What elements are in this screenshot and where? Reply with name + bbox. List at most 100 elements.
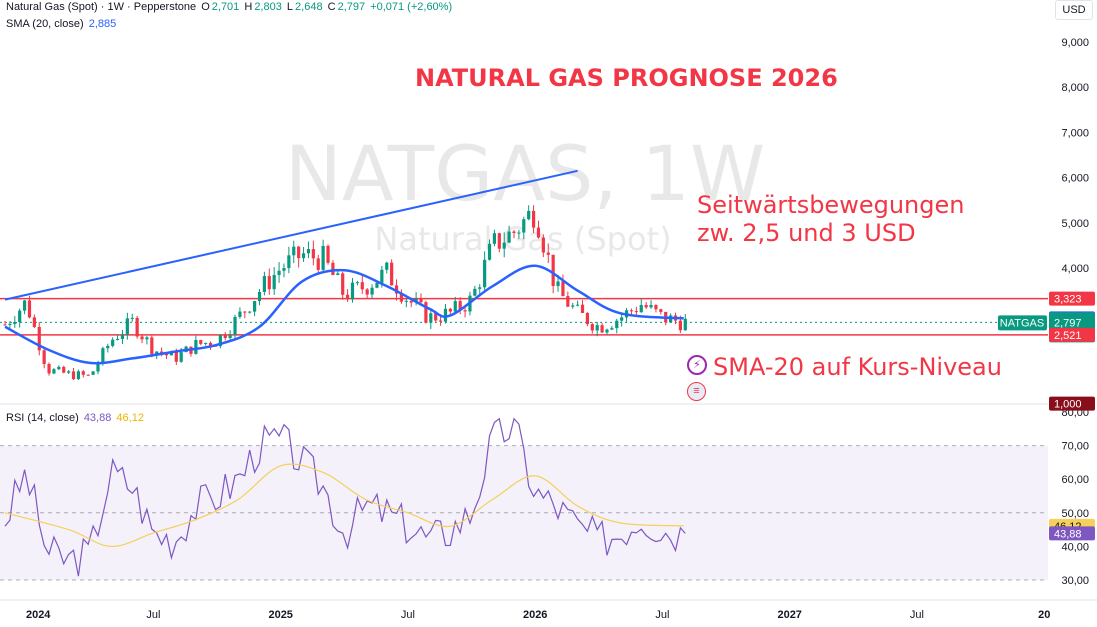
lightning-icon[interactable]: ⚡: [687, 355, 707, 375]
rsi-legend[interactable]: RSI (14, close) 43,88 46,12: [6, 411, 146, 425]
candle-body: [576, 304, 580, 306]
time-axis-tick: 2025: [268, 609, 292, 621]
close-value: 2,797: [337, 1, 366, 13]
candle-body: [233, 316, 237, 335]
candle-body: [419, 298, 423, 303]
candle-body: [605, 329, 609, 333]
candle-body: [130, 317, 134, 319]
candle-body: [76, 371, 81, 380]
candle-body: [585, 312, 590, 325]
price-axis-tick: 8,000: [1061, 82, 1089, 94]
candle-body: [453, 301, 457, 312]
candle-body: [169, 351, 174, 356]
candle-body: [52, 369, 56, 374]
time-axis-tick: 2024: [26, 609, 51, 621]
candle-body: [355, 282, 359, 284]
sma-legend[interactable]: SMA (20, close) 2,885: [6, 17, 118, 31]
ticker-tag: NATGAS: [1000, 317, 1044, 329]
time-axis-tick: 2027: [777, 609, 801, 621]
us-flag-icon[interactable]: ≡: [687, 382, 706, 401]
candle-body: [155, 351, 159, 355]
low-marker-tag-bg: [1049, 396, 1095, 411]
candle-body: [257, 291, 262, 302]
candle-body: [360, 282, 364, 290]
rsi-axis-tick: 40,00: [1061, 541, 1089, 553]
candle-body: [86, 374, 90, 376]
candle-body: [18, 310, 22, 323]
sma-label: SMA (20, close): [6, 18, 84, 30]
candle-body: [194, 340, 198, 354]
open-label: O: [201, 1, 210, 13]
candle-body: [350, 282, 355, 300]
candle-body: [478, 287, 482, 289]
candle-body: [527, 210, 531, 220]
candle-body: [57, 366, 61, 370]
candle-body: [551, 254, 555, 287]
candle-body: [311, 249, 315, 259]
candle-body: [375, 282, 379, 288]
candle-body: [228, 334, 232, 339]
candle-body: [634, 311, 638, 313]
candle-body: [644, 304, 648, 308]
candle-body: [639, 304, 643, 313]
candle-body: [336, 273, 340, 275]
candle-body: [399, 293, 404, 302]
candle-body: [22, 300, 27, 311]
candle-body: [140, 336, 144, 340]
candle-body: [115, 338, 120, 340]
candle-body: [199, 340, 203, 344]
candle-body: [365, 289, 369, 295]
candle-body: [404, 300, 408, 302]
candle-body: [390, 262, 394, 286]
candle-body: [150, 337, 154, 355]
candle-body: [8, 323, 12, 325]
support-tag-bg: [1049, 327, 1095, 342]
watermark-ticker: NATGAS, 1W: [285, 129, 765, 218]
candle-body: [111, 339, 115, 346]
rsi-axis-tick: 70,00: [1061, 441, 1089, 453]
candle-body: [571, 305, 575, 307]
candle-body: [487, 243, 492, 260]
rsi-axis-tick: 60,00: [1061, 474, 1089, 486]
candle-body: [248, 311, 252, 313]
candle-body: [204, 342, 208, 344]
candle-body: [492, 233, 497, 244]
time-axis-tick: Jul: [146, 609, 160, 621]
candle-body: [458, 301, 462, 311]
candle-body: [649, 304, 653, 308]
rsi-value: 43,88: [83, 412, 112, 424]
candles-group: [3, 205, 687, 380]
candle-body: [238, 311, 242, 317]
candle-body: [629, 310, 634, 312]
candle-body: [463, 310, 467, 312]
candle-body: [448, 308, 452, 312]
annotation-range-1: Seitwärtsbewegungen: [697, 191, 965, 219]
candle-body: [536, 227, 541, 238]
candle-body: [292, 246, 296, 256]
candle-body: [218, 334, 222, 347]
rsi-tag-bg: [1049, 526, 1095, 541]
candle-body: [443, 308, 448, 322]
change-value: +0,071 (+2,60%): [370, 1, 453, 13]
candle-body: [272, 274, 276, 290]
rsi-ma-value: 46,12: [116, 412, 144, 424]
candle-body: [546, 252, 550, 255]
currency-button[interactable]: USD: [1055, 0, 1093, 20]
sma-line: [4, 264, 684, 365]
time-axis-tick: 20: [1038, 609, 1050, 621]
candle-body: [208, 342, 213, 346]
candle-body: [297, 246, 301, 259]
candle-body: [615, 320, 619, 329]
candle-body: [394, 285, 399, 294]
close-label: C: [327, 1, 336, 13]
price-axis-tick: 4,000: [1061, 263, 1089, 275]
candle-body: [47, 364, 51, 374]
candle-body: [71, 371, 76, 380]
candle-body: [424, 302, 428, 323]
candle-body: [580, 304, 585, 313]
candle-body: [253, 301, 257, 312]
candle-body: [473, 288, 477, 296]
open-value: 2,701: [211, 1, 240, 13]
